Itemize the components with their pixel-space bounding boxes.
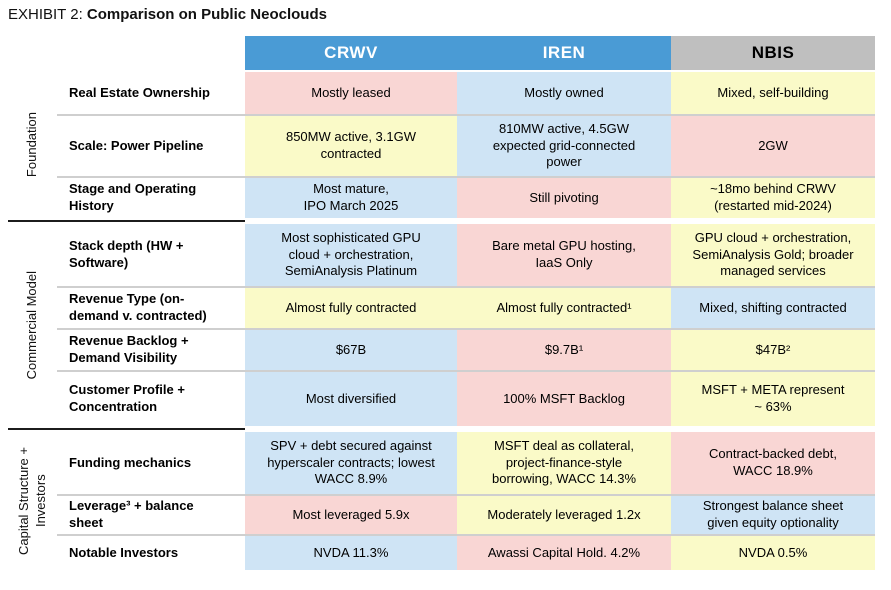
table-row: Real Estate Ownership Mostly leased Most… [57, 72, 875, 114]
cell-iren: $9.7B¹ [457, 330, 671, 370]
column-header-iren: IREN [457, 36, 671, 70]
cell-iren: Awassi Capital Hold. 4.2% [457, 536, 671, 570]
cell-nbis: 2GW [671, 116, 875, 176]
exhibit-heading: EXHIBIT 2: Comparison on Public Neocloud… [8, 6, 327, 23]
cell-nbis: ~18mo behind CRWV (restarted mid-2024) [671, 178, 875, 218]
cell-crwv: Most mature, IPO March 2025 [245, 178, 457, 218]
cell-iren: Still pivoting [457, 178, 671, 218]
table-row: Notable Investors NVDA 11.3% Awassi Capi… [57, 534, 875, 570]
row-label-funding-mechanics: Funding mechanics [69, 454, 192, 470]
cell-nbis: Strongest balance sheet given equity opt… [671, 496, 875, 534]
row-label-stack-depth: Stack depth (HW + Software) [69, 238, 184, 270]
cell-crwv: Mostly leased [245, 72, 457, 114]
cell-crwv: NVDA 11.3% [245, 536, 457, 570]
group-label-commercial-model: Commercial Model [24, 270, 40, 380]
row-label-customer-profile: Customer Profile + Concentration [69, 382, 185, 414]
table-row: Scale: Power Pipeline 850MW active, 3.1G… [57, 114, 875, 176]
cell-nbis: MSFT + META represent ~ 63% [671, 372, 875, 426]
cell-iren: 810MW active, 4.5GW expected grid-connec… [457, 116, 671, 176]
comparison-table: CRWV IREN NBIS Foundation Real Estate Ow… [8, 36, 875, 570]
table-row: Customer Profile + Concentration Most di… [57, 370, 875, 426]
column-header-nbis: NBIS [671, 36, 875, 70]
cell-crwv: $67B [245, 330, 457, 370]
cell-crwv: 850MW active, 3.1GW contracted [245, 116, 457, 176]
table-row: Leverage³ + balance sheet Most leveraged… [57, 494, 875, 534]
group-commercial-model: Commercial Model Stack depth (HW + Softw… [8, 220, 875, 426]
column-header-crwv: CRWV [245, 36, 457, 70]
cell-nbis: Mixed, self-building [671, 72, 875, 114]
cell-nbis: $47B² [671, 330, 875, 370]
cell-nbis: GPU cloud + orchestration, SemiAnalysis … [671, 224, 875, 286]
group-label-capital-structure: Capital Structure + Investors [15, 446, 48, 556]
cell-iren: MSFT deal as collateral, project-finance… [457, 432, 671, 494]
cell-crwv: Most leveraged 5.9x [245, 496, 457, 534]
cell-iren: Moderately leveraged 1.2x [457, 496, 671, 534]
group-capital-structure: Capital Structure + Investors Funding me… [8, 428, 875, 570]
cell-nbis: Contract-backed debt, WACC 18.9% [671, 432, 875, 494]
row-label-revenue-backlog: Revenue Backlog + Demand Visibility [69, 333, 189, 365]
cell-iren: Mostly owned [457, 72, 671, 114]
row-label-notable-investors: Notable Investors [69, 544, 179, 560]
cell-crwv: Almost fully contracted [245, 288, 457, 328]
row-label-leverage-balance-sheet: Leverage³ + balance sheet [69, 498, 194, 530]
cell-nbis: NVDA 0.5% [671, 536, 875, 570]
exhibit-title: Comparison on Public Neoclouds [86, 6, 327, 23]
cell-iren: Almost fully contracted¹ [457, 288, 671, 328]
cell-crwv: SPV + debt secured against hyperscaler c… [245, 432, 457, 494]
cell-iren: 100% MSFT Backlog [457, 372, 671, 426]
row-label-scale-power-pipeline: Scale: Power Pipeline [69, 137, 204, 153]
table-row: Revenue Backlog + Demand Visibility $67B… [57, 328, 875, 370]
cell-iren: Bare metal GPU hosting, IaaS Only [457, 224, 671, 286]
exhibit-label: EXHIBIT 2: [8, 6, 87, 23]
group-label-foundation: Foundation [24, 112, 40, 178]
cell-crwv: Most sophisticated GPU cloud + orchestra… [245, 224, 457, 286]
table-header-row: CRWV IREN NBIS [245, 36, 875, 70]
table-row: Revenue Type (on- demand v. contracted) … [57, 286, 875, 328]
cell-crwv: Most diversified [245, 372, 457, 426]
table-row: Stage and Operating History Most mature,… [57, 176, 875, 218]
table-row: Funding mechanics SPV + debt secured aga… [57, 432, 875, 494]
row-label-real-estate-ownership: Real Estate Ownership [69, 84, 210, 100]
table-row: Stack depth (HW + Software) Most sophist… [57, 224, 875, 286]
group-foundation: Foundation Real Estate Ownership Mostly … [8, 72, 875, 218]
cell-nbis: Mixed, shifting contracted [671, 288, 875, 328]
row-label-stage-operating-history: Stage and Operating History [69, 181, 197, 213]
row-label-revenue-type: Revenue Type (on- demand v. contracted) [69, 291, 207, 323]
